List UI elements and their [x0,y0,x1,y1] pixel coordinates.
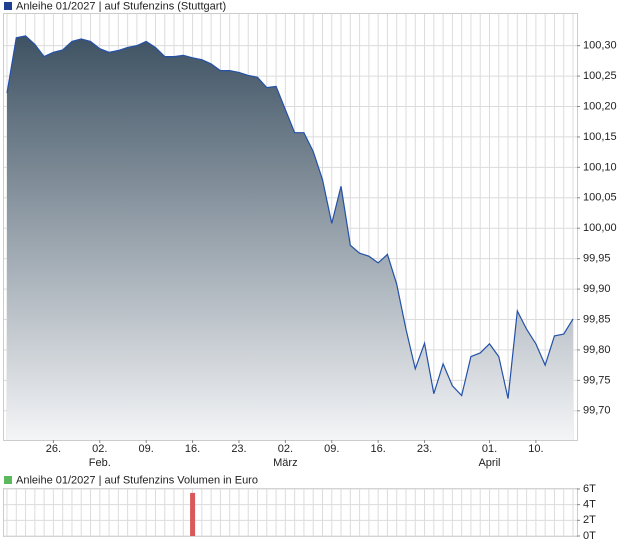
y-tick-label: 2T [583,514,596,526]
x-tick-label: 10. [528,443,543,455]
volume-plot-area [3,488,578,537]
x-tick-label: 23. [231,443,246,455]
x-tick-label: 01. [482,443,497,455]
x-tick-label: 16. [370,443,385,455]
line [6,35,574,399]
x-month-label: April [478,457,500,469]
y-tick-label: 99,90 [583,283,611,295]
area [7,35,573,441]
y-tick-label: 100,10 [583,161,617,173]
y-tick-label: 0T [583,530,596,542]
x-tick-label: 09. [324,443,339,455]
y-tick-label: 4T [583,499,596,511]
x-tick-label: 09. [139,443,154,455]
y-tick-label: 100,00 [583,222,617,234]
y-tick-label: 99,85 [583,313,611,325]
bar [190,492,196,536]
x-tick-label: 02. [92,443,107,455]
legend-swatch [4,2,12,10]
y-tick-label: 99,95 [583,253,611,265]
x-tick-label: 16. [185,443,200,455]
x-month-label: Feb. [89,457,111,469]
legend-label: Anleihe 01/2027 | auf Stufenzins (Stuttg… [16,0,226,12]
x-tick-label: 02. [278,443,293,455]
legend-label: Anleihe 01/2027 | auf Stufenzins Volumen… [16,474,258,486]
y-tick-label: 100,15 [583,131,617,143]
y-tick-label: 99,75 [583,374,611,386]
y-tick-label: 99,80 [583,344,611,356]
x-tick-label: 26. [46,443,61,455]
y-tick-label: 100,30 [583,40,617,52]
x-tick-label: 23. [417,443,432,455]
x-month-label: März [273,457,297,469]
y-tick-label: 6T [583,483,596,495]
y-tick-label: 100,20 [583,100,617,112]
y-tick-label: 99,70 [583,405,611,417]
legend-swatch [4,476,12,484]
y-tick-label: 100,05 [583,192,617,204]
y-tick-label: 100,25 [583,70,617,82]
